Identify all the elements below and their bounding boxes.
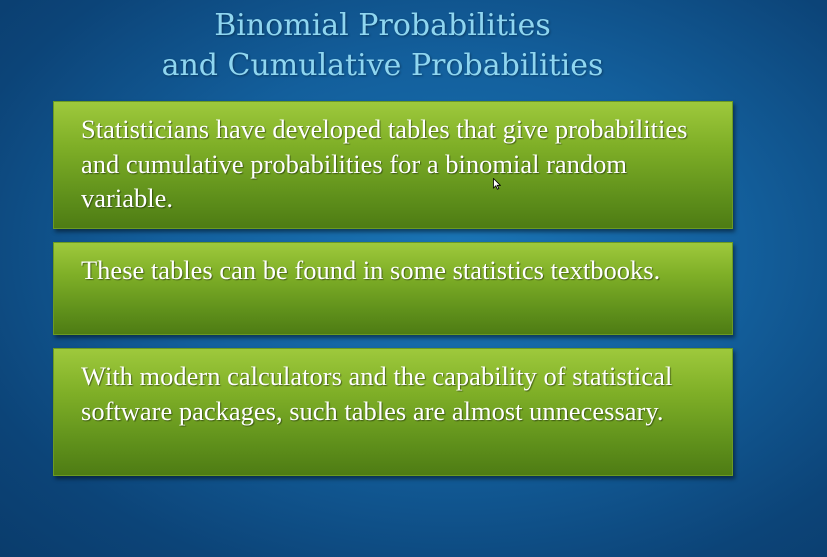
slide-title: Binomial Probabilities and Cumulative Pr… [0,6,765,86]
content-box-2: These tables can be found in some statis… [53,242,733,335]
content-box-3: With modern calculators and the capabili… [53,348,733,476]
content-box-1: Statisticians have developed tables that… [53,101,733,229]
mouse-pointer-icon [493,178,501,190]
title-line-1: Binomial Probabilities [214,8,551,43]
title-line-2: and Cumulative Probabilities [161,48,604,83]
bullet-text-2: These tables can be found in some statis… [81,255,661,285]
bullet-text-3: With modern calculators and the capabili… [81,361,673,426]
bullet-text-1: Statisticians have developed tables that… [81,114,688,213]
